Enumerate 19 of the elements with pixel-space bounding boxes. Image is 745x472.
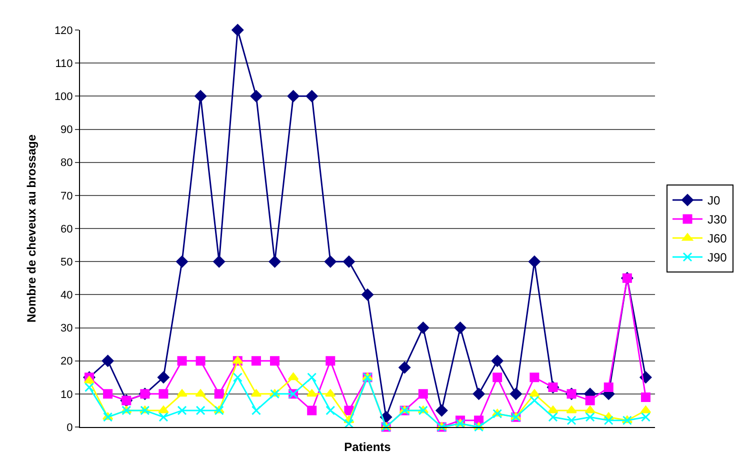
y-tick-label: 40 [60,290,73,302]
legend-label: J90 [708,250,728,265]
y-tick-label: 50 [60,256,73,268]
y-axis-title: Nombre de cheveux au brossage [24,134,39,323]
y-tick-label: 120 [54,24,73,37]
y-tick-label: 20 [60,356,73,368]
y-tick-label: 80 [60,157,73,170]
legend-label: J30 [708,212,728,227]
y-tick-label: 30 [60,322,73,335]
y-tick-label: 60 [60,223,73,236]
y-tick-label: 10 [60,388,73,401]
y-tick-label: 110 [55,58,73,70]
y-tick-label: 0 [66,422,73,434]
y-tick-label: 90 [60,124,73,136]
legend-label: J0 [708,194,720,208]
y-tick-label: 70 [60,190,73,202]
y-tick-label: 100 [54,91,73,104]
legend-label: J60 [708,232,728,246]
x-axis-title: Patients [344,440,392,454]
